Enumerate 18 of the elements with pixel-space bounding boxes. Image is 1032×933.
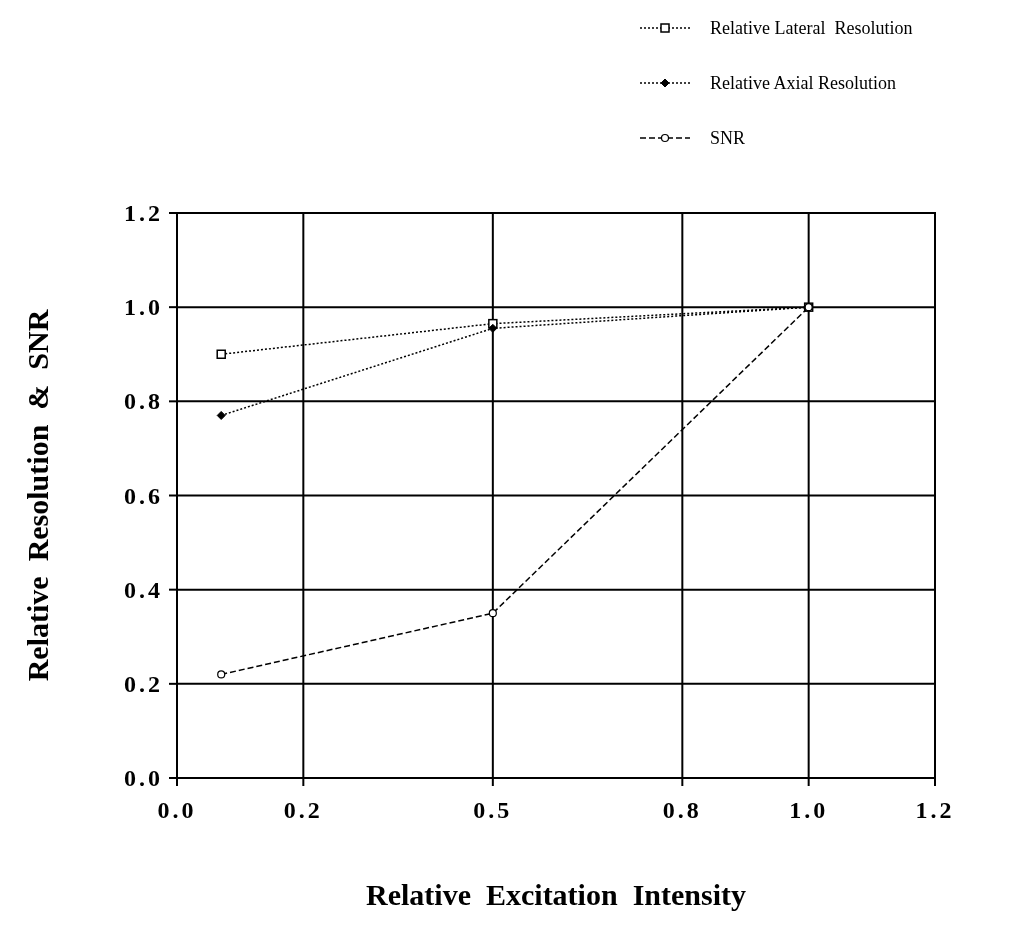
legend-label: Relative Axial Resolution (710, 73, 896, 93)
legend-label: SNR (710, 128, 746, 148)
x-tick-label: 1.2 (915, 797, 955, 823)
x-tick-label: 1.0 (789, 797, 829, 823)
x-tick-label: 0.0 (157, 797, 197, 823)
x-tick-label: 0.2 (283, 797, 323, 823)
y-tick-label: 1.0 (124, 294, 163, 321)
y-tick-label: 1.2 (124, 200, 163, 226)
y-tick-label: 0.6 (124, 482, 163, 509)
legend-label: Relative Lateral Resolution (710, 18, 913, 38)
x-tick-label: 0.5 (473, 797, 513, 823)
y-axis-title: Relative Resolution & SNR (21, 309, 54, 682)
y-tick-label: 0.2 (124, 670, 163, 697)
y-tick-label: 0.8 (124, 388, 163, 415)
x-axis-title: Relative Excitation Intensity (366, 878, 746, 911)
y-tick-label: 0.0 (124, 765, 163, 791)
x-tick-label: 0.8 (662, 797, 702, 823)
y-tick-label: 0.4 (124, 576, 163, 603)
